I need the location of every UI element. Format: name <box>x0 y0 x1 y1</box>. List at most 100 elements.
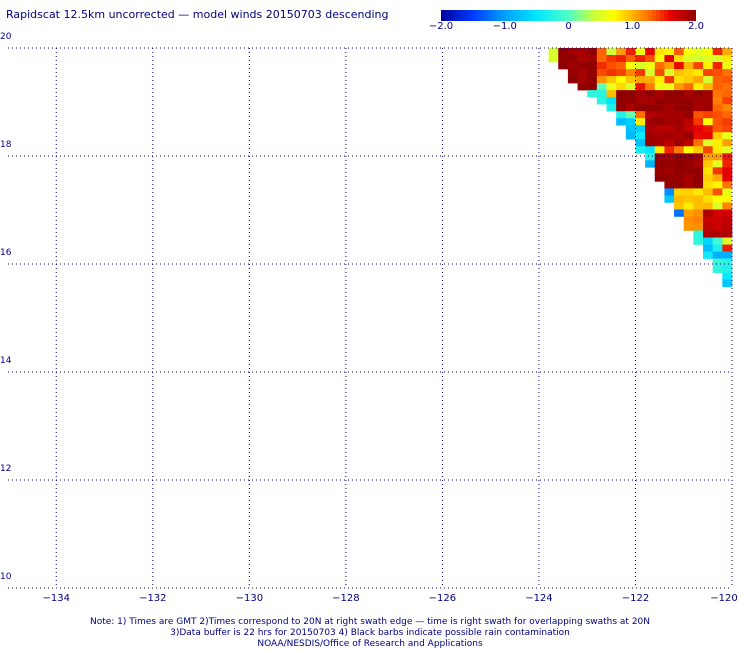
swath-cell <box>596 48 607 56</box>
x-axis-label: −126 <box>428 593 457 604</box>
swath-cell <box>683 195 694 203</box>
swath-cell <box>703 139 713 147</box>
swath-cell <box>674 62 685 70</box>
colorbar-segment <box>464 10 470 21</box>
swath-cell <box>683 188 694 196</box>
colorbar-tick-label: 1.0 <box>624 21 641 32</box>
swath-cell <box>703 202 713 210</box>
colorbar-segment <box>624 10 629 21</box>
swath-cell <box>616 69 627 77</box>
map-title: Rapidscat 12.5km uncorrected — model win… <box>6 8 389 21</box>
swath-cell <box>683 132 694 140</box>
swath-cell <box>683 160 694 168</box>
swath-cell <box>635 48 646 56</box>
swath-cell <box>548 55 559 63</box>
swath-cell <box>577 76 588 84</box>
swath-cell <box>674 83 685 91</box>
swath-cell <box>654 76 665 84</box>
swath-cell <box>587 62 598 70</box>
swath-cell <box>703 62 713 70</box>
swath-cell <box>625 118 636 126</box>
swath-cell <box>693 83 704 91</box>
swath-cell <box>654 146 665 154</box>
swath-cell <box>674 167 685 175</box>
swath-cell <box>625 111 636 119</box>
swath-cell <box>683 153 694 161</box>
swath-cell <box>703 111 713 119</box>
colorbar-segment <box>644 10 649 21</box>
colorbar-segment <box>580 10 586 21</box>
colorbar-segment <box>524 10 530 21</box>
swath-cell <box>606 69 617 77</box>
swath-cell <box>625 90 636 98</box>
colorbar-segment <box>520 10 526 21</box>
swath-cell <box>683 111 694 119</box>
swath-cell <box>683 62 694 70</box>
swath-cell <box>616 48 627 56</box>
swath-cell <box>722 146 733 154</box>
swath-cell <box>625 69 636 77</box>
swath-cell <box>674 181 685 189</box>
swath-cell <box>722 90 733 98</box>
colorbar-segment <box>656 10 661 21</box>
colorbar-segment <box>496 10 502 21</box>
colorbar-segment <box>544 10 550 21</box>
swath-cell <box>722 153 733 161</box>
colorbar-segment <box>536 10 542 21</box>
swath-cell <box>693 146 704 154</box>
swath-cell <box>625 125 636 133</box>
swath-cell <box>712 48 723 56</box>
swath-cell <box>606 97 617 105</box>
swath-cell <box>683 48 694 56</box>
swath-cell <box>577 83 588 91</box>
swath-cell <box>722 111 733 119</box>
swath-cell <box>587 90 598 98</box>
y-axis-label: 12 <box>0 464 12 474</box>
swath-cell <box>616 104 627 112</box>
swath-cell <box>635 146 646 154</box>
swath-cell <box>693 90 704 98</box>
swath-cell <box>693 167 704 175</box>
swath-cell <box>664 174 675 182</box>
colorbar-segment <box>684 10 689 21</box>
swath-cell <box>712 167 723 175</box>
swath-cell <box>683 55 694 63</box>
swath-cell <box>722 125 733 133</box>
swath-cell <box>712 76 723 84</box>
swath-cell <box>635 125 646 133</box>
swath-cell <box>664 118 675 126</box>
swath-cell <box>645 83 656 91</box>
note-line-1: Note: 1) Times are GMT 2)Times correspon… <box>89 617 651 627</box>
swath-cell <box>674 202 685 210</box>
swath-cell <box>703 195 713 203</box>
swath-cell <box>693 111 704 119</box>
swath-cell <box>606 104 617 112</box>
x-axis-label: −132 <box>139 593 167 604</box>
grid-lines <box>8 47 733 589</box>
swath-cell <box>703 76 713 84</box>
colorbar-tick-label: −2.0 <box>428 21 454 32</box>
colorbar-segment <box>460 10 466 21</box>
swath-cell <box>577 69 588 77</box>
swath-cell <box>625 55 636 63</box>
colorbar-segment <box>616 10 621 21</box>
colorbar-segment <box>648 10 653 21</box>
swath-cell <box>683 139 694 147</box>
x-axis-label: −134 <box>42 593 70 604</box>
colorbar-segment <box>584 10 590 21</box>
swath-cell <box>664 132 675 140</box>
swath-cell <box>693 209 704 217</box>
swath-cell <box>693 62 704 70</box>
colorbar-segment <box>676 10 681 21</box>
swath-cell <box>722 188 733 196</box>
swath-cell <box>616 118 627 126</box>
swath-cell <box>654 62 665 70</box>
swath-cell <box>683 202 694 210</box>
swath-cell <box>722 216 733 224</box>
swath-cell <box>712 188 723 196</box>
colorbar-segment <box>456 10 462 21</box>
swath-cell <box>596 62 607 70</box>
x-axis-label: −128 <box>332 593 360 604</box>
swath-cell <box>722 118 733 126</box>
